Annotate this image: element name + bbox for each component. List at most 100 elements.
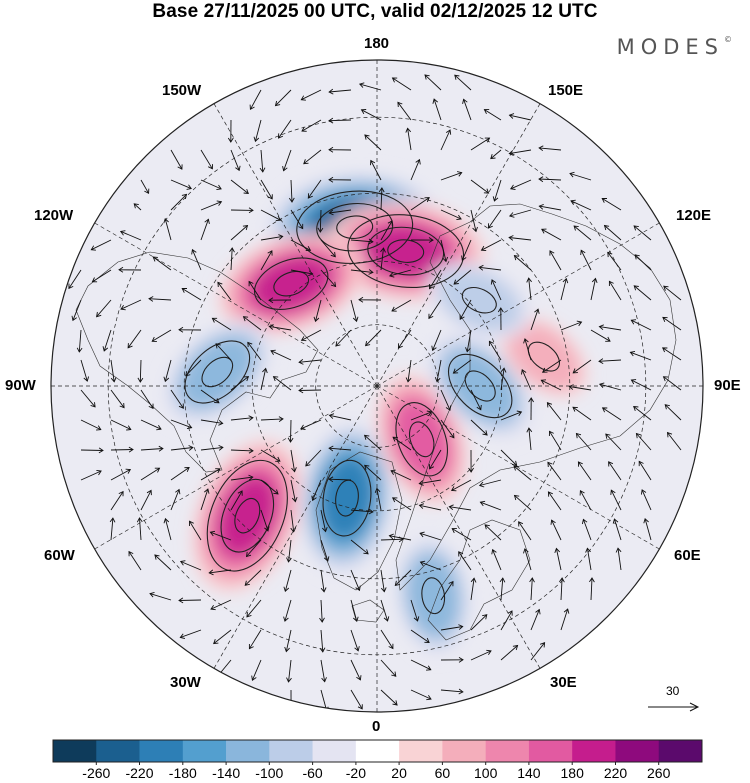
wind-vector [478, 479, 502, 488]
wind-vector [185, 359, 202, 377]
wind-vector [90, 239, 112, 251]
wind-vector [303, 149, 322, 165]
wind-vector [448, 504, 472, 511]
wind-vector [380, 629, 394, 650]
wind-vector [200, 179, 222, 191]
wind-vector [215, 343, 232, 361]
wind-vector [140, 489, 152, 511]
wind-vector [605, 433, 622, 451]
positive-center-alaska-canada-level [252, 256, 331, 311]
wind-vector [666, 431, 682, 451]
wind-vector [508, 235, 532, 241]
wind-vector [453, 269, 472, 285]
contour-line [387, 239, 425, 263]
wind-vector [429, 449, 442, 470]
wind-vector [397, 329, 412, 349]
wind-vector [380, 220, 393, 241]
wind-vector [590, 329, 611, 342]
wind-vector [410, 629, 430, 643]
wind-vector [577, 461, 592, 481]
wind-vector [286, 539, 292, 563]
wind-vector [119, 230, 142, 241]
greenland-coast [315, 451, 403, 591]
colorbar-swatch [139, 740, 184, 762]
wind-vector [510, 179, 532, 190]
wind-vector [470, 137, 491, 151]
wind-vector [380, 599, 390, 622]
wind-vector [633, 405, 652, 421]
wind-vector [608, 461, 622, 481]
wind-vector [480, 239, 502, 252]
wind-vector [365, 329, 382, 347]
contour-line [322, 459, 372, 537]
lon-label-150w: 150W [162, 82, 202, 99]
wind-vector [109, 517, 116, 541]
wind-vector [410, 599, 420, 622]
wind-vector [170, 389, 184, 409]
wind-vector [350, 569, 361, 592]
colorbar-swatch [572, 740, 616, 762]
negative-center-greenland-iceland-level [321, 457, 373, 539]
colorbar-swatch [399, 740, 443, 762]
wind-vector [500, 449, 518, 467]
wind-vector [601, 198, 622, 211]
colorbar-tick-label: -100 [255, 765, 284, 781]
wind-vector [246, 599, 262, 618]
wind-vector [200, 488, 210, 511]
wind-vector [230, 376, 250, 391]
wind-vector [248, 280, 262, 301]
wind-vector [530, 608, 541, 631]
wind-vector [163, 359, 172, 383]
wind-vector [500, 367, 507, 391]
wind-vector [513, 494, 532, 511]
wind-vector [608, 280, 622, 301]
wind-vector [102, 329, 112, 352]
wind-vector [290, 239, 312, 252]
wind-vector [440, 389, 452, 411]
colorbar-tick-label: -60 [302, 765, 323, 781]
wind-vector [268, 324, 292, 331]
lon-label-60w: 60W [44, 547, 75, 564]
wind-vector [328, 176, 352, 183]
wind-vector [392, 436, 412, 451]
wind-vector [170, 179, 192, 190]
wind-vector [538, 145, 562, 152]
wind-vector [499, 577, 506, 601]
wind-vector [440, 171, 463, 181]
wind-vector [242, 316, 262, 331]
contour-line [461, 286, 497, 314]
wind-vector [298, 387, 322, 394]
wind-vector [364, 464, 382, 481]
wind-vector [547, 491, 562, 511]
wind-vector [560, 320, 583, 331]
wind-vector [410, 410, 433, 421]
wind-vector [391, 497, 412, 511]
wind-vector [328, 476, 352, 483]
wind-vector [615, 547, 622, 571]
colorbar-tick-label: 60 [434, 765, 451, 781]
wind-vector [491, 548, 502, 571]
wind-vector [200, 444, 224, 451]
wind-vector [170, 488, 181, 511]
wind-vector [440, 580, 454, 601]
wind-vector [560, 277, 569, 301]
wind-vector [572, 359, 592, 374]
colorbar-tick-label: -180 [168, 765, 197, 781]
wind-vector [213, 629, 232, 645]
wind-vector [260, 209, 282, 222]
wind-vector [410, 659, 432, 671]
wind-vector [664, 404, 682, 421]
wind-vector [320, 239, 336, 258]
wind-vector [363, 434, 382, 451]
wind-vector [440, 129, 452, 151]
wind-vector [284, 629, 292, 653]
wind-vector [546, 402, 562, 421]
negative-center-east-siberia [427, 261, 532, 340]
wind-vector [128, 550, 142, 571]
contour-line [184, 340, 251, 404]
wind-vector [335, 329, 352, 347]
wind-vector [630, 319, 652, 331]
arrow-head [689, 702, 700, 712]
wind-vector [490, 149, 502, 160]
wind-vector [328, 209, 352, 216]
